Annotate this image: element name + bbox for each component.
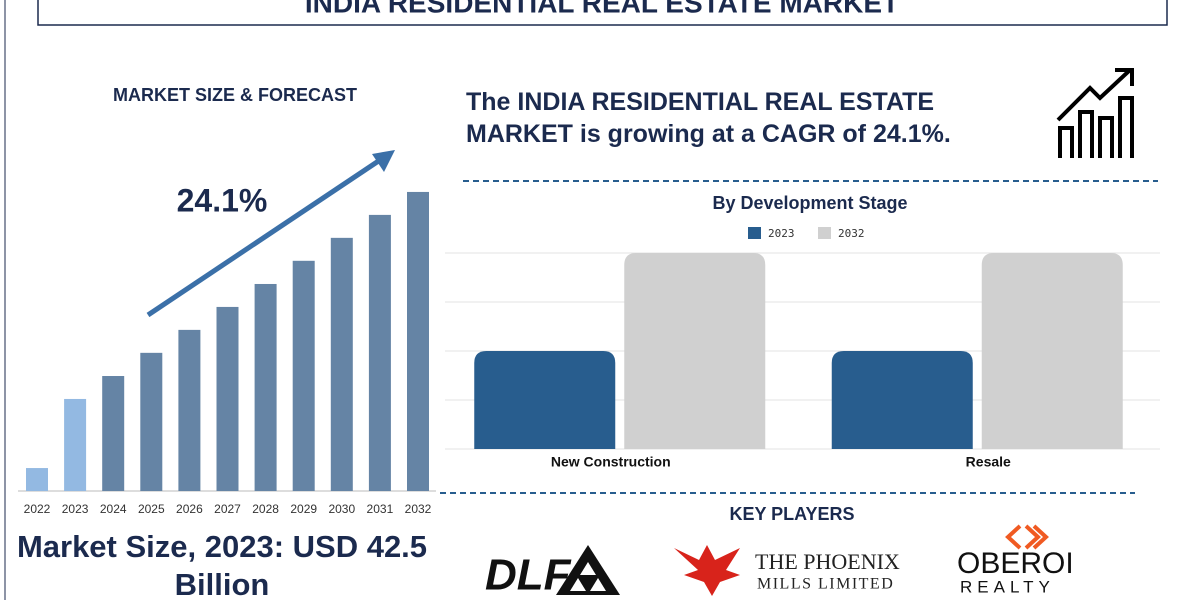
legend-swatch [818,227,831,239]
market-size: Market Size, 2023: USD 42.5 Billion [16,529,428,602]
bar [102,376,125,491]
growth-arrow-head [372,150,395,172]
growth-icon [1056,68,1134,158]
bar [140,352,163,491]
x-tick-label: 2027 [214,502,241,516]
chart-title: By Development Stage [712,193,907,213]
phoenix-name: MILLS LIMITED [757,576,894,593]
x-tick-label: 2024 [100,502,127,516]
bar [216,306,239,491]
bar [981,253,1123,449]
x-tick-label: 2029 [290,502,317,516]
dlf-triangle [556,545,620,595]
bar [178,329,201,491]
bar [624,253,766,449]
summary: The INDIA RESIDENTIAL REAL ESTATE MARKET… [466,88,951,148]
x-tick-label: Resale [966,454,1011,470]
oberoi-name: REALTY [960,577,1055,596]
legend-label: 2023 [768,227,795,240]
phoenix-name: THE PHOENIX [755,549,900,574]
growth-arrow [146,157,382,318]
x-tick-label: 2026 [176,502,203,516]
x-tick-label: 2028 [252,502,279,516]
chart-title: MARKET SIZE & FORECAST [113,85,357,105]
bar [831,351,973,449]
x-tick-label: 2032 [405,502,432,516]
x-tick-label: 2022 [24,502,51,516]
oberoi-name: OBEROI [957,547,1074,580]
dlf-logo: DLF [485,551,572,600]
bar [292,260,315,491]
cagr-annotation: 24.1% [177,182,268,218]
key-players-title: KEY PLAYERS [729,504,854,524]
x-tick-label: New Construction [551,454,671,470]
bar [368,214,391,491]
x-tick-label: 2025 [138,502,165,516]
page-title: INDIA RESIDENTIAL REAL ESTATE MARKET [305,0,899,18]
bar [474,351,616,449]
x-tick-label: 2030 [328,502,355,516]
x-tick-label: 2023 [62,502,89,516]
bar [26,468,48,491]
title-box [37,0,1168,26]
bar [330,237,353,491]
bar [64,398,87,491]
bar [407,191,429,491]
x-tick-label: 2031 [367,502,394,516]
phoenix-logo [674,545,740,596]
bar [254,283,277,491]
legend-swatch [748,227,761,239]
oberoi-icon [1005,524,1049,550]
legend-label: 2032 [838,227,865,240]
